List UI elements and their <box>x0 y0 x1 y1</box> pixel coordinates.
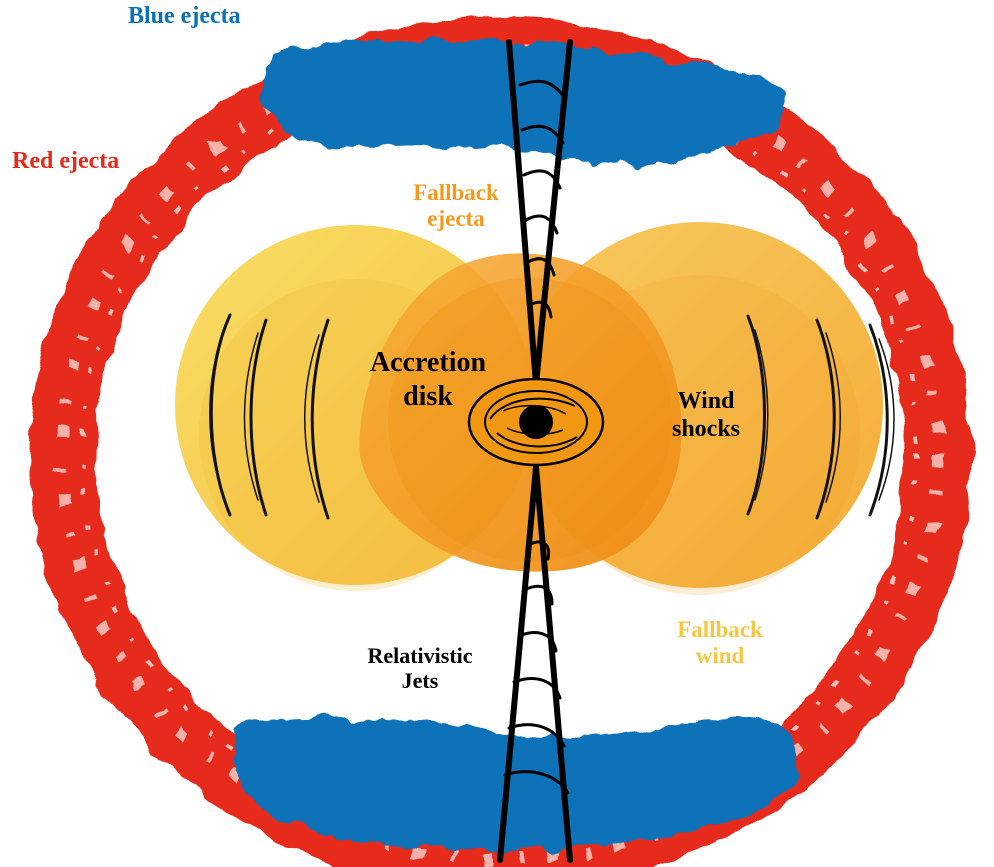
relativistic-jets-label-line-2: Jets <box>401 668 439 694</box>
accretion-disk-label-line-2: disk <box>403 381 453 413</box>
wind-shocks-label-line-2: shocks <box>671 415 741 442</box>
accretion-disk-label-line-1: Accretion <box>369 347 487 378</box>
fallback-ejecta-label: Fallback ejecta <box>383 180 529 233</box>
wind-shocks-label-line-1: Wind <box>677 388 735 414</box>
blue-ejecta-label: Blue ejecta <box>128 3 241 29</box>
wind-shocks <box>209 313 895 520</box>
fallback-wind-label-line-2: wind <box>695 643 745 669</box>
relativistic-jets-label-line-1: Relativistic <box>367 643 473 668</box>
relativistic-jets <box>497 39 573 863</box>
wind-shocks-label: Wind shocks <box>659 388 753 443</box>
fallback-ejecta-label-line-2: ejecta <box>427 206 485 232</box>
blue-ejecta-bottom <box>232 716 800 852</box>
relativistic-jets-label: Relativistic Jets <box>330 643 510 694</box>
fallback-ejecta-label-line-1: Fallback <box>413 180 499 205</box>
fallback-wind-label: Fallback wind <box>650 617 790 670</box>
red-ejecta-label: Red ejecta <box>12 148 120 174</box>
blue-ejecta-top <box>264 40 787 168</box>
fallback-wind-label-line-1: Fallback <box>677 617 763 642</box>
accretion-disk-label: Accretion disk <box>348 346 508 414</box>
accretion-disk <box>467 377 605 467</box>
